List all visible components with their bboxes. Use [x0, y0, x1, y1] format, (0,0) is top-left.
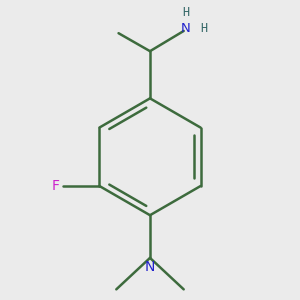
- Text: N: N: [181, 22, 191, 35]
- Text: H: H: [201, 22, 208, 35]
- Text: H: H: [182, 6, 190, 19]
- Text: N: N: [145, 260, 155, 274]
- Text: F: F: [52, 179, 60, 193]
